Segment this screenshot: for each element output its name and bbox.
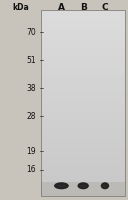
- Ellipse shape: [77, 182, 89, 189]
- Text: A: A: [58, 2, 65, 11]
- Text: B: B: [80, 2, 87, 11]
- Ellipse shape: [57, 185, 66, 188]
- Text: C: C: [102, 2, 108, 11]
- Ellipse shape: [80, 185, 87, 188]
- Text: 51: 51: [26, 56, 36, 65]
- Text: 19: 19: [26, 147, 36, 156]
- Bar: [41, 10, 125, 196]
- Text: kDa: kDa: [13, 2, 30, 11]
- Text: 16: 16: [26, 165, 36, 174]
- Text: 70: 70: [26, 28, 36, 37]
- Ellipse shape: [101, 182, 109, 189]
- Ellipse shape: [54, 182, 69, 189]
- Bar: [41, 182, 125, 196]
- Text: 28: 28: [26, 112, 36, 121]
- Text: 38: 38: [26, 84, 36, 93]
- Ellipse shape: [102, 185, 108, 188]
